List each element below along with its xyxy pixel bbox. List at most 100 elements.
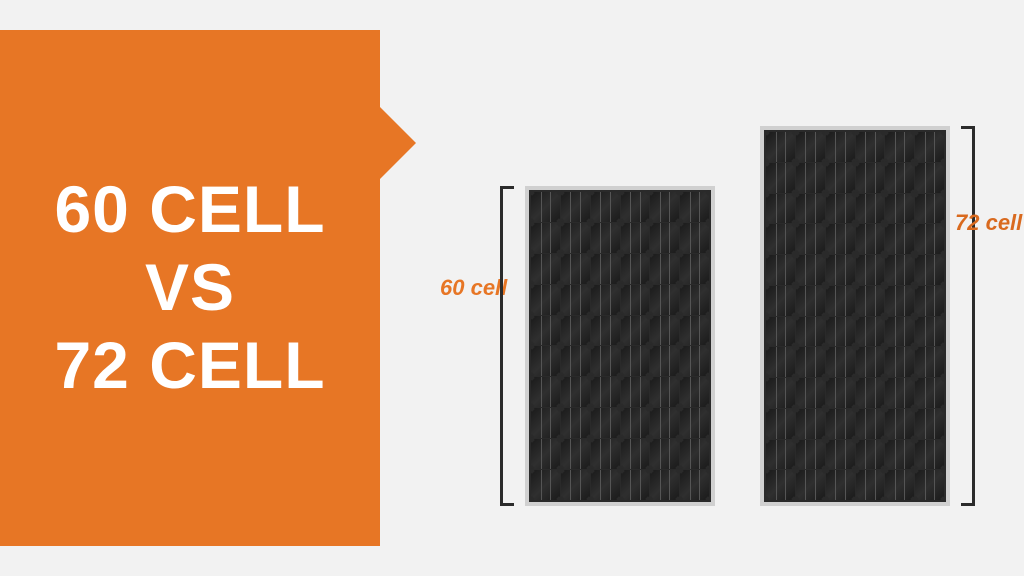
solar-cell [885,409,914,439]
solar-cell [680,377,709,407]
solar-cell [796,255,825,285]
solar-cell [680,408,709,438]
solar-cell [561,192,590,222]
solar-cell [561,254,590,284]
solar-cell [826,347,855,377]
solar-cell [561,346,590,376]
solar-cell [680,254,709,284]
solar-cell [621,254,650,284]
solar-cell [591,377,620,407]
solar-cell [885,286,914,316]
panel-60-group [525,186,715,506]
solar-cell [856,378,885,408]
solar-cell [591,346,620,376]
solar-cell [650,377,679,407]
solar-cell [561,223,590,253]
solar-cell [561,439,590,469]
solar-cell [621,192,650,222]
solar-cell [796,194,825,224]
solar-cell [591,408,620,438]
solar-cell [680,470,709,500]
title-line-2: VS [54,249,325,327]
solar-cell [796,409,825,439]
solar-cell [856,440,885,470]
solar-cell [766,470,795,500]
solar-cell [885,132,914,162]
solar-cell [856,470,885,500]
solar-cell [856,224,885,254]
solar-cell [766,317,795,347]
solar-cell [915,378,944,408]
solar-cell [796,347,825,377]
solar-cell [650,285,679,315]
solar-cell [650,192,679,222]
title-text: 60 CELL VS 72 CELL [54,171,325,405]
title-line-1: 60 CELL [54,171,325,249]
solar-cell [591,439,620,469]
solar-cell [856,286,885,316]
solar-cell [766,132,795,162]
solar-cell [885,347,914,377]
title-line-3: 72 CELL [54,327,325,405]
solar-cell [915,194,944,224]
solar-cell [561,285,590,315]
panel-72-label: 72 cell [955,210,1022,236]
solar-cell [915,224,944,254]
solar-cell [885,255,914,285]
title-block: 60 CELL VS 72 CELL [0,30,380,546]
solar-cell [680,316,709,346]
solar-cell [766,347,795,377]
solar-cell [766,409,795,439]
bracket-60 [500,186,514,506]
solar-cell [766,224,795,254]
solar-cell [856,255,885,285]
solar-cell [766,378,795,408]
solar-cell [915,347,944,377]
solar-cell [796,317,825,347]
solar-cell [561,377,590,407]
solar-cell [766,255,795,285]
solar-cell [531,408,560,438]
solar-cell [591,316,620,346]
solar-cell [621,316,650,346]
solar-cell [796,378,825,408]
solar-cell [621,285,650,315]
solar-cell [915,132,944,162]
solar-cell [796,132,825,162]
solar-cell [561,316,590,346]
solar-cell [796,286,825,316]
solar-cell [826,132,855,162]
solar-cell [915,470,944,500]
solar-cell [531,316,560,346]
solar-cell [856,347,885,377]
comparison-area: 60 cell 72 cell [380,0,1024,576]
solar-cell [826,224,855,254]
solar-cell [650,470,679,500]
solar-cell [826,286,855,316]
solar-cell [856,317,885,347]
solar-cell [885,163,914,193]
solar-cell [531,254,560,284]
solar-cell [885,224,914,254]
solar-cell [826,317,855,347]
solar-cell [766,440,795,470]
solar-cell [826,409,855,439]
solar-cell [915,163,944,193]
solar-cell [621,346,650,376]
solar-cell [796,163,825,193]
solar-cell [885,378,914,408]
solar-cell [766,194,795,224]
solar-cell [885,440,914,470]
solar-cell [591,285,620,315]
solar-cell [856,163,885,193]
solar-cell [885,317,914,347]
solar-cell [591,192,620,222]
solar-cell [680,439,709,469]
solar-cell [531,439,560,469]
solar-cell [591,254,620,284]
solar-cell [680,285,709,315]
solar-cell [680,192,709,222]
solar-cell [766,286,795,316]
solar-cell [796,224,825,254]
solar-cell [826,470,855,500]
